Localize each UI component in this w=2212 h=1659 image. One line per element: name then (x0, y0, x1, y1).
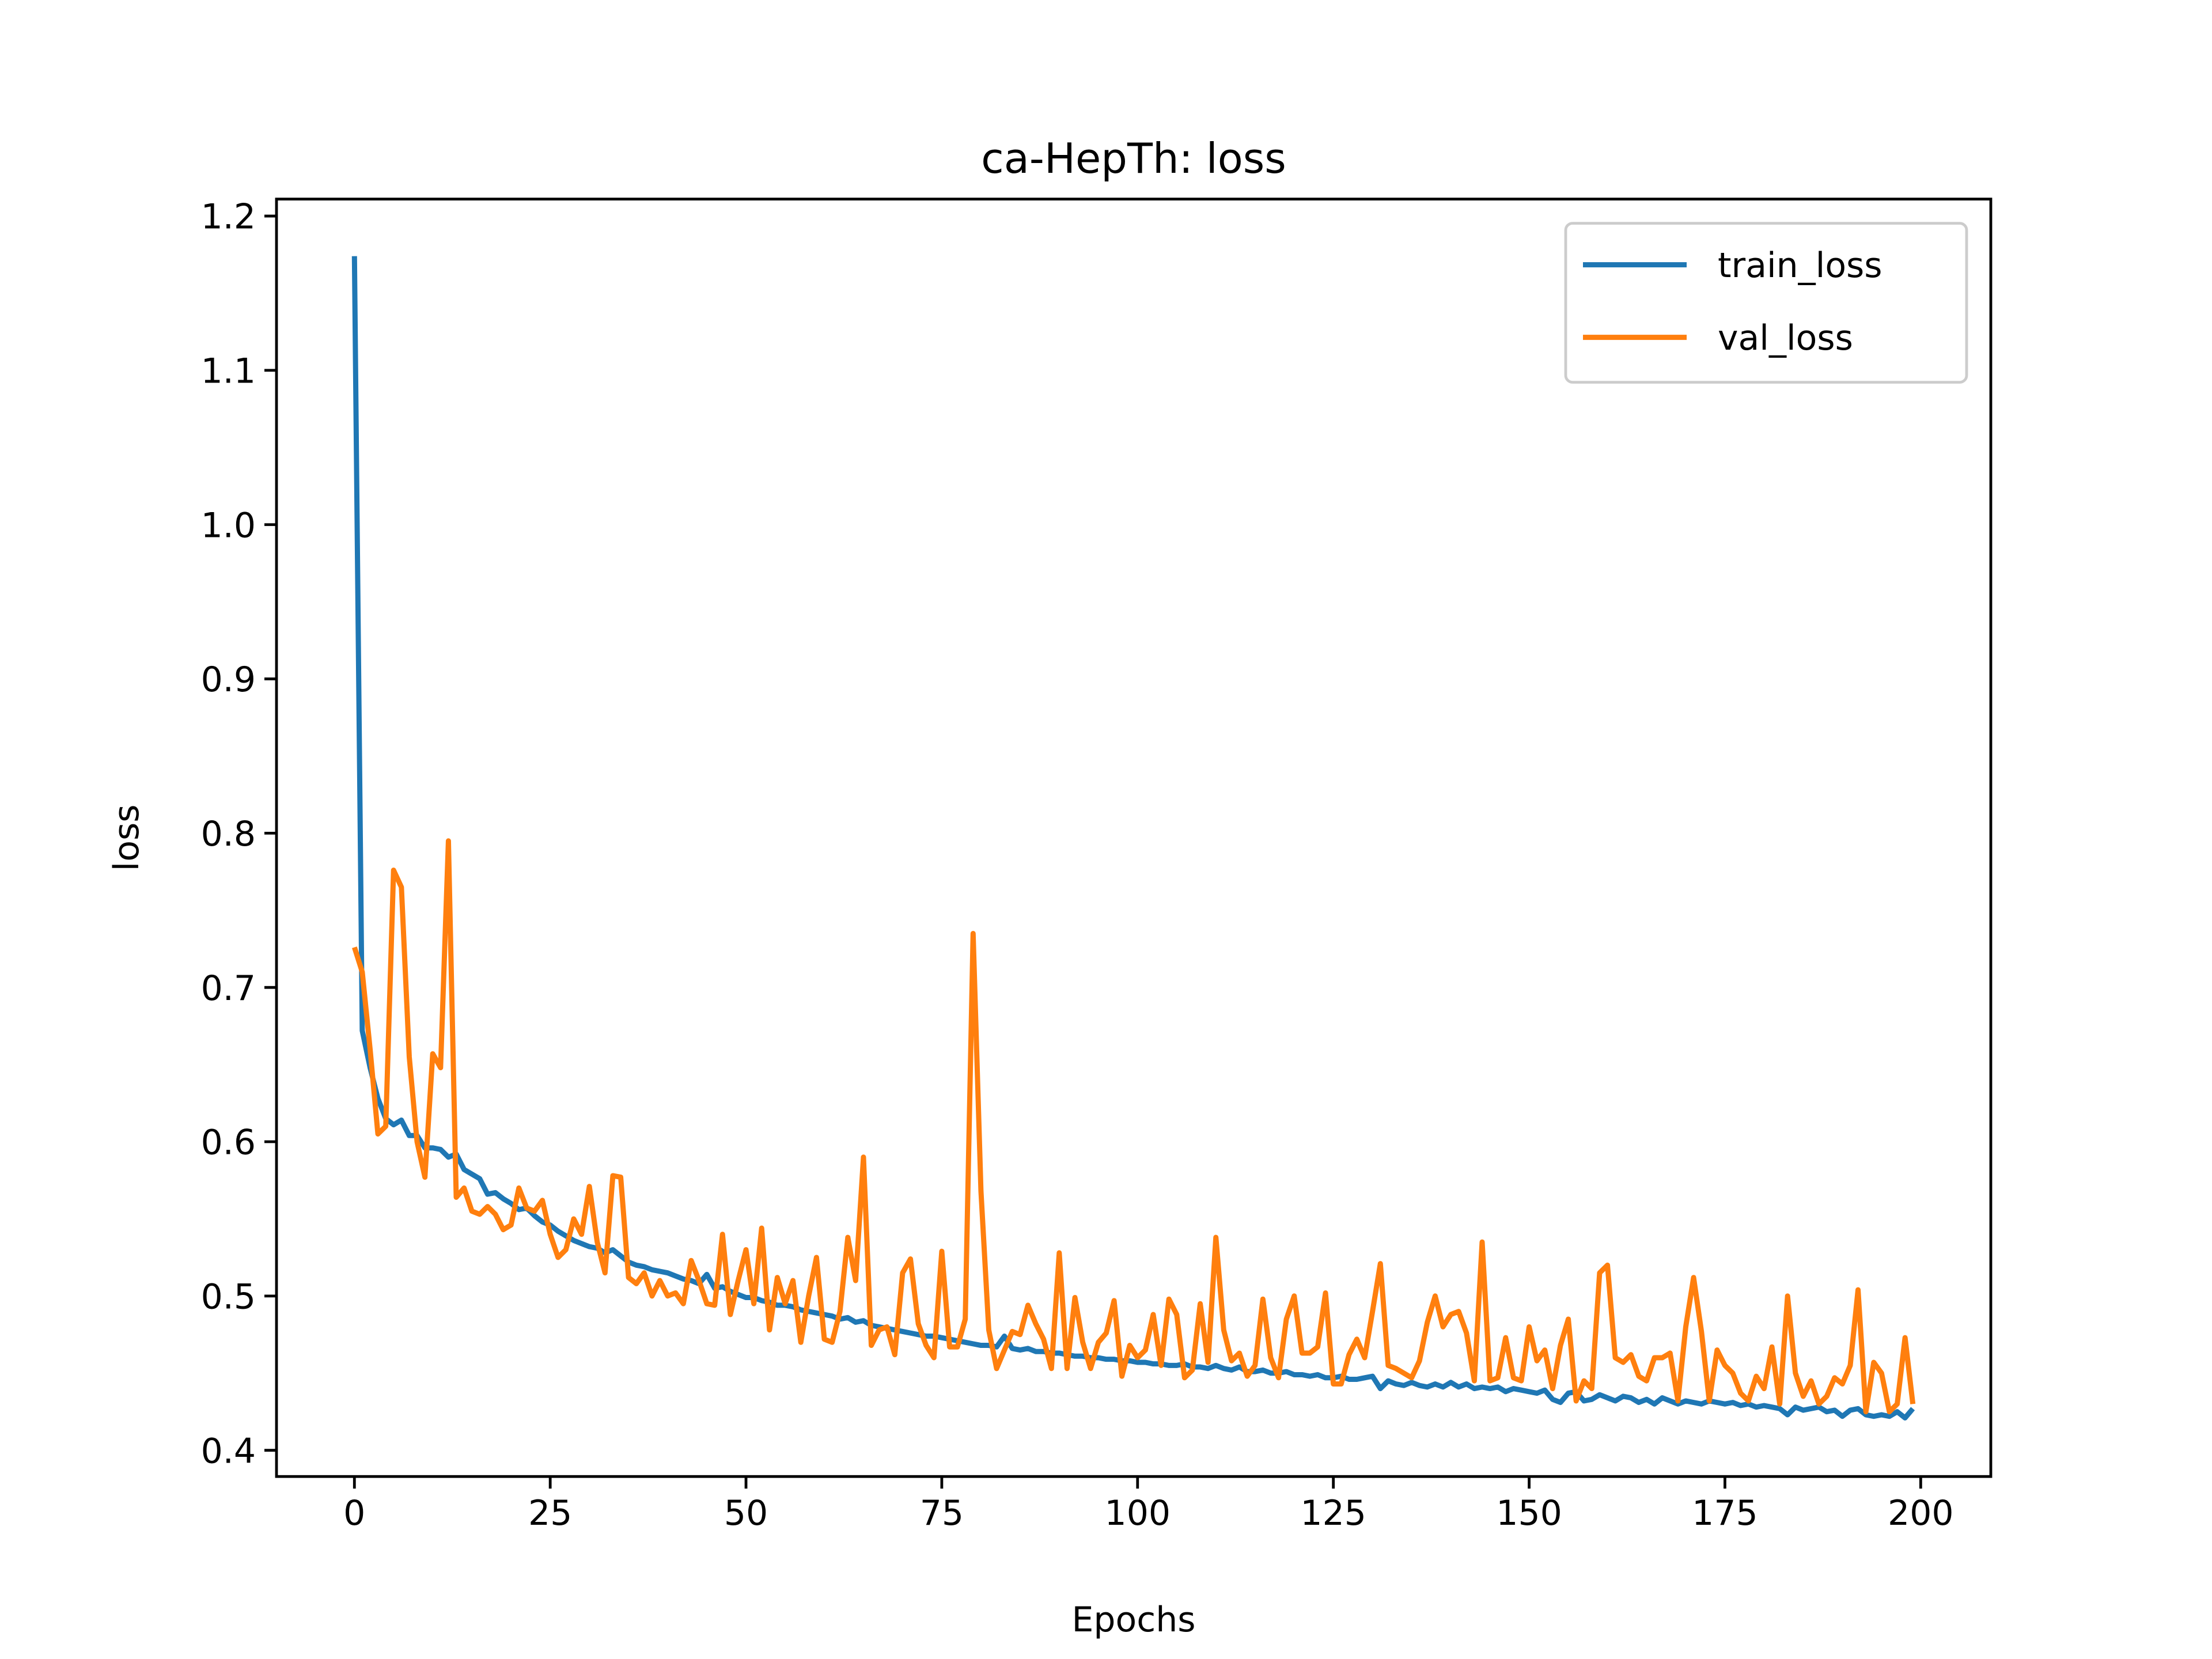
x-tick-label: 25 (528, 1493, 572, 1533)
legend-label: train_loss (1718, 245, 1883, 286)
x-tick-label: 150 (1496, 1493, 1562, 1533)
axes-frame (275, 198, 1993, 1478)
y-tick-label: 0.6 (201, 1123, 256, 1163)
x-tick-label: 200 (1888, 1493, 1954, 1533)
y-tick-label: 0.4 (201, 1431, 256, 1471)
legend-label: val_loss (1718, 318, 1853, 358)
y-tick-label: 1.1 (201, 351, 256, 391)
y-tick-label: 0.8 (201, 814, 256, 854)
x-tick-label: 50 (724, 1493, 768, 1533)
x-axis-label: Epochs (1072, 1600, 1196, 1640)
line-series (352, 838, 1916, 1415)
x-tick-label: 125 (1300, 1493, 1366, 1533)
y-axis-label: loss (107, 804, 147, 871)
chart-title: ca-HepTh: loss (981, 134, 1286, 183)
x-tick-label: 100 (1105, 1493, 1171, 1533)
x-tick-label: 0 (343, 1493, 365, 1533)
y-tick-label: 0.5 (201, 1277, 256, 1317)
x-tick-label: 175 (1692, 1493, 1758, 1533)
x-tick-label: 75 (920, 1493, 964, 1533)
line-series (351, 256, 1915, 1421)
y-tick-label: 0.9 (201, 660, 256, 700)
y-tick-label: 1.2 (201, 197, 256, 237)
y-tick-label: 0.7 (201, 968, 256, 1009)
y-tick-label: 1.0 (201, 505, 256, 546)
